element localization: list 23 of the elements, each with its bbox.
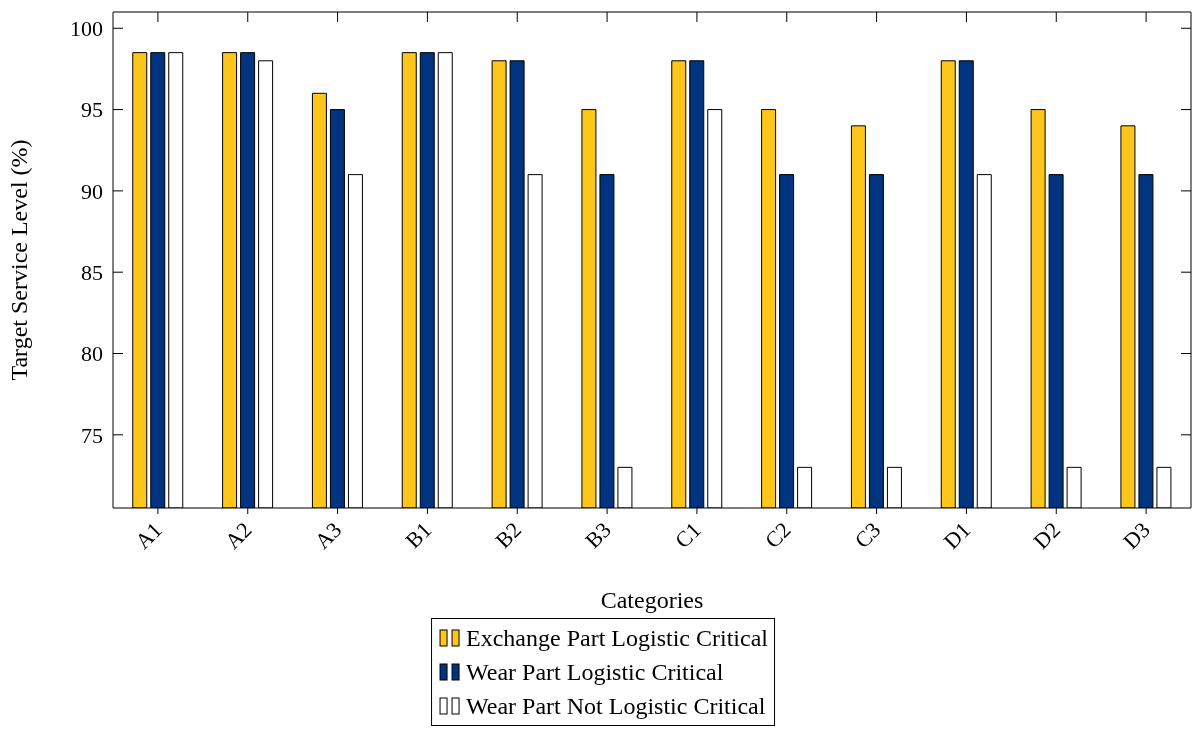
x-tick-label: D3 [1118, 517, 1155, 554]
y-axis-title: Target Service Level (%) [5, 139, 32, 381]
legend-label: Wear Part Logistic Critical [466, 658, 724, 687]
y-tick-label: 100 [70, 16, 103, 42]
x-tick-label: B3 [580, 517, 616, 553]
x-tick-label: B1 [400, 517, 437, 553]
y-tick-label: 95 [81, 97, 103, 123]
x-tick-label: C2 [759, 517, 796, 553]
y-tick-label: 75 [81, 422, 103, 448]
x-tick-label: A2 [219, 517, 257, 554]
legend-label: Exchange Part Logistic Critical [466, 624, 768, 653]
x-tick-label: C1 [669, 517, 706, 553]
x-tick-label: B2 [490, 517, 527, 553]
x-tick-label: D2 [1028, 517, 1066, 554]
x-tick-label: A1 [130, 517, 167, 554]
x-tick-label: C3 [849, 517, 886, 553]
x-tick-label: A3 [309, 517, 347, 554]
y-tick-label: 85 [81, 260, 103, 286]
x-axis-title: Categories [600, 587, 704, 613]
legend-label: Wear Part Not Logistic Critical [466, 692, 766, 721]
y-tick-label: 90 [81, 178, 103, 204]
y-tick-label: 80 [81, 341, 103, 367]
x-tick-label: D1 [938, 517, 976, 554]
